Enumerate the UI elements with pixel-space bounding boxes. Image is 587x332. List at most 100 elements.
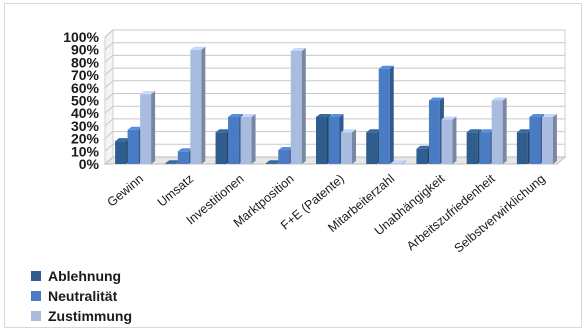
bar-front	[127, 129, 139, 164]
bar-side	[201, 46, 206, 165]
bar-side	[552, 114, 557, 164]
x-axis-labels: Gewinn UmsatzInvestitionenMarktpositionF+…	[105, 171, 548, 255]
legend-swatch	[31, 271, 41, 281]
bar-top	[165, 160, 181, 164]
y-axis-ticks: 0%10%20%30%40%50%60%70%80%90%100%	[63, 29, 99, 172]
bar-front	[316, 117, 327, 164]
bar-front	[290, 50, 302, 164]
y-tick-label: 40%	[71, 105, 100, 121]
bar-top	[228, 114, 244, 118]
bar-top	[428, 97, 444, 101]
bar-front	[328, 117, 340, 164]
legend-swatch	[31, 291, 41, 301]
bar-front	[140, 94, 152, 164]
bar-side	[352, 129, 356, 164]
bar-top	[177, 148, 193, 152]
gridline	[104, 80, 565, 89]
gridline	[104, 54, 565, 63]
x-tick-label: Umsatz	[155, 172, 196, 210]
bar-top	[416, 145, 432, 149]
legend-item-neutralitaet: Neutralität	[31, 286, 132, 306]
y-tick-label: 20%	[71, 131, 100, 147]
y-tick-label: 50%	[71, 93, 100, 109]
bar	[391, 160, 407, 164]
bar-top	[441, 116, 457, 120]
bar	[240, 114, 256, 164]
y-tick-label: 90%	[71, 42, 100, 58]
legend-label: Zustimmung	[48, 308, 132, 324]
bar-top	[466, 129, 482, 133]
gridline	[104, 93, 565, 101]
legend: Ablehnung Neutralität Zustimmung	[31, 266, 132, 326]
bar-top	[290, 47, 306, 51]
bar-top	[366, 129, 382, 133]
x-tick-label: Gewinn	[105, 172, 147, 210]
bar-side	[502, 97, 507, 164]
bar-chart: 0%10%20%30%40%50%60%70%80%90%100% Gewinn…	[63, 28, 567, 256]
bar	[190, 46, 206, 165]
bar-top	[316, 114, 331, 118]
bar-side	[301, 47, 306, 164]
bar-top	[491, 97, 507, 101]
bar-top	[140, 91, 156, 95]
bar	[341, 129, 356, 164]
bar-front	[278, 150, 290, 164]
bar-front	[479, 132, 491, 164]
bar-front	[466, 132, 478, 164]
bar	[140, 91, 156, 164]
bar	[378, 65, 394, 164]
bar-front	[428, 100, 440, 164]
bar-front	[177, 151, 189, 164]
bar-top	[215, 129, 231, 133]
bar-side	[402, 160, 407, 164]
bar	[441, 116, 457, 164]
bar	[541, 114, 557, 164]
bar-top	[391, 160, 407, 164]
gridline	[104, 118, 565, 127]
y-tick-label: 100%	[63, 29, 99, 45]
gridline	[104, 29, 565, 38]
bar-top	[278, 147, 294, 151]
bar-front	[115, 141, 127, 164]
bar-front	[228, 117, 240, 164]
gridline	[104, 143, 565, 152]
legend-item-zustimmung: Zustimmung	[31, 306, 132, 326]
gridline	[104, 131, 565, 139]
bar-top	[190, 46, 206, 50]
bar-front	[378, 68, 390, 164]
bar-top	[529, 114, 545, 118]
bar-top	[265, 160, 281, 164]
y-tick-label: 70%	[71, 67, 100, 83]
gridline	[104, 42, 565, 51]
bar-top	[541, 114, 557, 118]
x-tick-label: Selbstverwirklichung	[452, 172, 548, 256]
bar-side	[452, 116, 457, 164]
gridlines	[104, 29, 565, 152]
bar-front	[491, 100, 503, 164]
bar	[491, 97, 507, 164]
bar-front	[516, 132, 528, 164]
bar-front	[165, 163, 177, 164]
bar-top	[127, 126, 143, 130]
bar-top	[115, 138, 131, 142]
bar-front	[240, 117, 252, 164]
bar-top	[328, 114, 344, 118]
legend-item-ablehnung: Ablehnung	[31, 266, 132, 286]
bar-side	[151, 91, 156, 164]
bar-top	[378, 65, 394, 69]
bar-front	[416, 148, 428, 164]
bar-side	[389, 65, 394, 164]
x-tick-label: Arbeitszufriedenheit	[404, 171, 498, 253]
bar-front	[529, 117, 541, 164]
legend-label: Ablehnung	[48, 268, 122, 284]
bar-front	[541, 117, 553, 164]
y-tick-label: 60%	[71, 80, 100, 96]
y-tick-label: 80%	[71, 54, 100, 70]
legend-swatch	[31, 311, 41, 321]
bar-front	[366, 132, 378, 164]
bar-top	[240, 114, 256, 118]
y-tick-label: 30%	[71, 118, 100, 134]
bar-front	[391, 163, 403, 164]
bar-side	[251, 114, 256, 164]
bar-front	[341, 132, 352, 164]
